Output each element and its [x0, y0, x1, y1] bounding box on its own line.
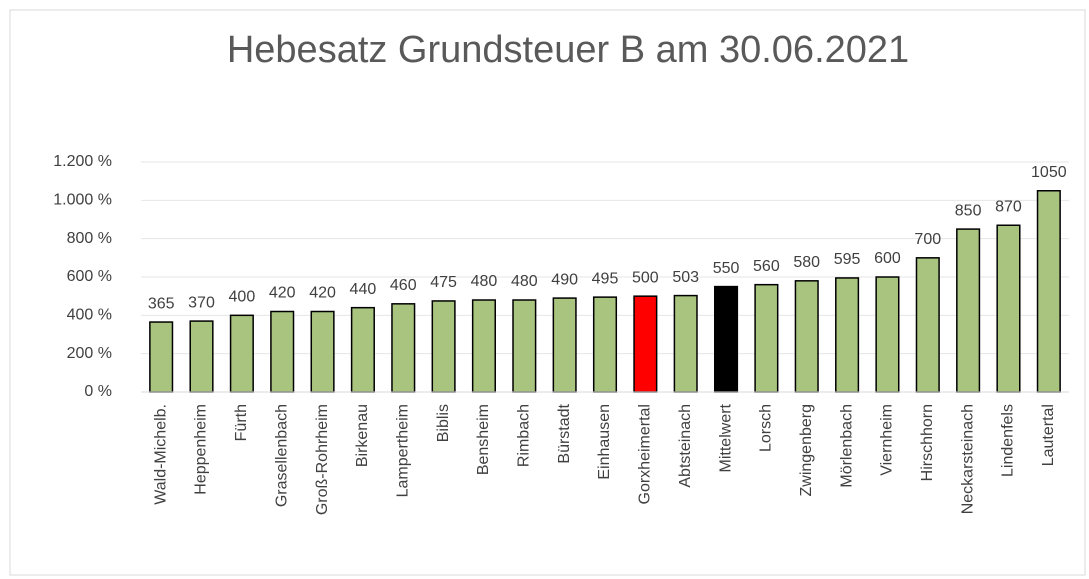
- bar: [633, 295, 658, 393]
- x-tick-label: Einhausen: [596, 404, 613, 480]
- data-label: 503: [672, 269, 699, 286]
- bar: [754, 283, 779, 393]
- bar: [956, 228, 981, 393]
- data-label: 850: [955, 202, 982, 219]
- bar: [592, 296, 618, 393]
- y-tick-label: 200 %: [67, 345, 112, 362]
- x-tick-label: Groß-Rohrheim: [314, 404, 331, 515]
- x-tick-label: Mörlenbach: [838, 404, 855, 488]
- x-tick-label: Wald-Michelb.: [152, 404, 169, 505]
- bar: [713, 285, 739, 393]
- x-tick-label: Lampertheim: [394, 404, 411, 497]
- x-tick-label: Rimbach: [516, 404, 533, 467]
- x-tick-label: Neckarsteinach: [959, 404, 976, 514]
- x-tick-label: Zwingenberg: [798, 404, 815, 497]
- bar: [512, 299, 537, 393]
- bar: [149, 321, 174, 393]
- bar: [875, 276, 900, 393]
- bar: [835, 277, 860, 393]
- y-tick-label: 1.200 %: [53, 153, 112, 170]
- bar: [270, 310, 295, 393]
- data-label: 500: [632, 269, 659, 286]
- data-label: 490: [551, 271, 578, 288]
- x-tick-label: Bensheim: [475, 404, 492, 475]
- data-label: 495: [592, 270, 619, 287]
- x-tick-label: Fürth: [233, 404, 250, 441]
- x-tick-label: Viernheim: [879, 404, 896, 476]
- data-label: 440: [350, 281, 377, 298]
- bar: [1036, 190, 1061, 393]
- data-label: 700: [914, 231, 941, 248]
- x-tick-label: Heppenheim: [193, 404, 210, 495]
- data-label: 550: [713, 260, 740, 277]
- data-label: 600: [874, 250, 901, 267]
- bar: [189, 320, 214, 393]
- bar: [552, 297, 577, 393]
- data-label: 595: [834, 251, 861, 268]
- bar: [996, 224, 1021, 393]
- x-tick-label: Grasellenbach: [273, 404, 290, 507]
- x-tick-label: Abtsteinach: [677, 404, 694, 488]
- data-label: 870: [995, 198, 1022, 215]
- y-tick-label: 800 %: [67, 230, 112, 247]
- bar: [391, 303, 416, 393]
- bar: [471, 299, 497, 393]
- data-label: 480: [511, 273, 538, 290]
- data-label: 1050: [1031, 164, 1067, 181]
- data-label: 420: [269, 285, 296, 302]
- y-tick-label: 400 %: [67, 307, 112, 324]
- data-label: 580: [793, 254, 820, 271]
- bar: [794, 280, 819, 393]
- x-tick-label: Biblis: [435, 404, 452, 442]
- x-tick-label: Birkenau: [354, 404, 371, 467]
- bar: [310, 310, 335, 393]
- bar: [915, 257, 940, 393]
- y-tick-label: 1.000 %: [53, 192, 112, 209]
- data-label: 365: [148, 295, 175, 312]
- bar: [229, 314, 254, 393]
- data-label: 460: [390, 277, 417, 294]
- bar: [350, 306, 375, 393]
- chart-border: [9, 9, 1086, 576]
- x-tick-label: Lindenfels: [1000, 404, 1017, 477]
- bar: [431, 300, 456, 393]
- data-label: 480: [471, 273, 498, 290]
- chart-title: Hebesatz Grundsteuer B am 30.06.2021: [227, 29, 909, 71]
- data-label: 400: [229, 289, 256, 306]
- x-tick-label: Bürstadt: [556, 403, 573, 463]
- x-tick-label: Lorsch: [758, 404, 775, 452]
- y-tick-label: 0 %: [84, 383, 112, 400]
- bar: [673, 294, 698, 393]
- data-label: 560: [753, 258, 780, 275]
- x-tick-label: Lautertal: [1040, 404, 1057, 466]
- data-label: 475: [430, 274, 457, 291]
- x-tick-label: Mittelwert: [717, 403, 734, 472]
- y-tick-label: 600 %: [67, 268, 112, 285]
- x-tick-label: Hirschhorn: [919, 404, 936, 481]
- x-tick-label: Gorxheimertal: [637, 404, 654, 504]
- data-label: 370: [188, 294, 215, 311]
- data-label: 420: [309, 285, 336, 302]
